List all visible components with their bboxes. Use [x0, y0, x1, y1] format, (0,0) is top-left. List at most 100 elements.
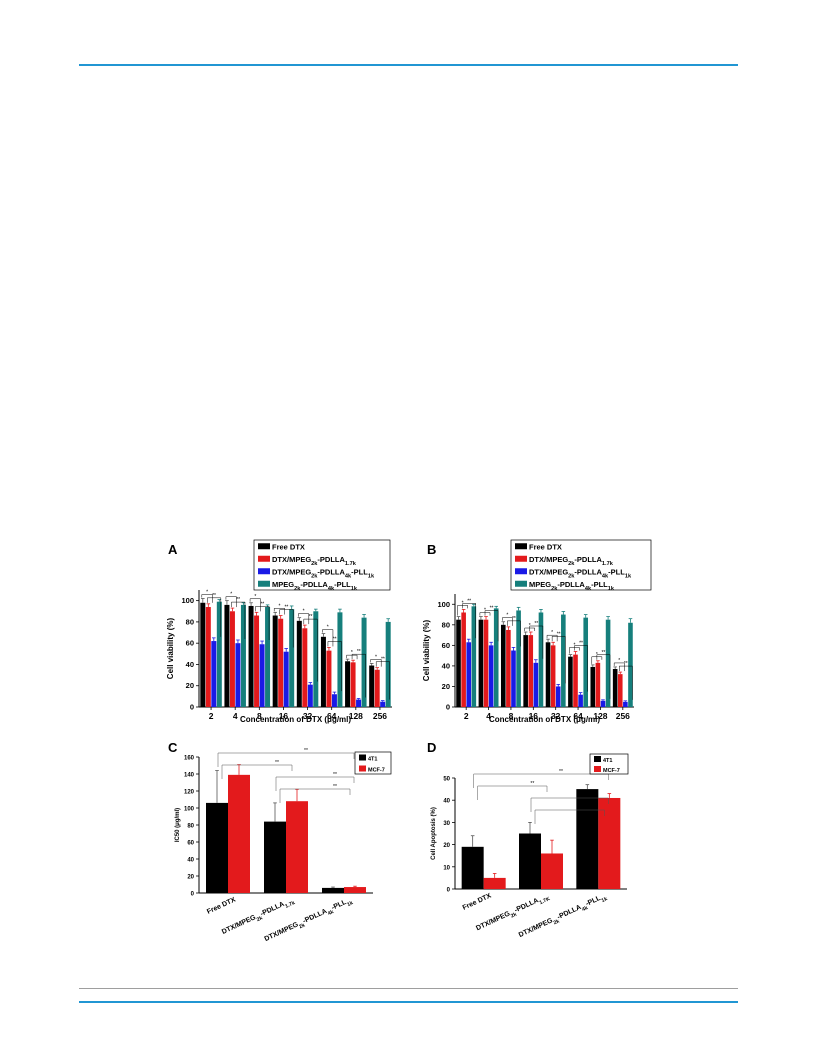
bar: [259, 644, 265, 707]
y-tick-label: 60: [186, 639, 194, 648]
legend-entry: DTX/MPEG2k-PDLLA4k-PLL1k: [529, 567, 632, 579]
bar: [576, 789, 599, 889]
legend-entry: DTX/MPEG2k-PDLLA4k-PLL1k: [272, 567, 375, 579]
significance-bracket: [473, 773, 609, 788]
legend-entry: MCF-7: [603, 768, 620, 774]
x-tick-label: 4: [486, 711, 491, 721]
significance-mark: *: [278, 603, 280, 609]
bar: [590, 666, 596, 707]
bar: [573, 654, 578, 707]
bar: [466, 642, 472, 707]
y-tick-label: 10: [443, 865, 450, 871]
significance-mark: **: [236, 597, 240, 603]
y-tick-label: 0: [190, 703, 194, 712]
bar: [228, 774, 250, 893]
legend-swatch: [359, 765, 366, 772]
y-tick-label: 20: [187, 875, 194, 881]
significance-bracket: [303, 618, 318, 682]
significance-bracket: [322, 629, 334, 647]
y-tick-label: 40: [442, 661, 450, 670]
bar: [320, 636, 326, 707]
bar: [511, 650, 516, 707]
significance-bracket: [279, 609, 294, 648]
significance-mark: **: [381, 657, 385, 663]
significance-bracket: [370, 659, 382, 667]
bar: [344, 887, 366, 893]
legend-entry: DTX/MPEG2k-PDLLA1.7k: [529, 555, 614, 567]
significance-bracket: [619, 665, 633, 700]
bar: [528, 635, 534, 707]
bar: [211, 641, 217, 707]
significance-bracket: [507, 620, 521, 647]
x-tick-label: 128: [349, 711, 363, 721]
chart-panel-b: B 0 20 40 60 80 100 Cell viability (%) 2 4 8 16 32 64…: [422, 539, 652, 724]
bar: [216, 601, 222, 707]
significance-mark: *: [327, 625, 329, 631]
bar: [200, 602, 206, 707]
y-tick-label: 120: [184, 790, 195, 796]
bar: [369, 665, 375, 707]
significance-mark: **: [559, 769, 563, 775]
bar: [541, 853, 563, 889]
panel-letter: D: [427, 740, 436, 755]
x-tick-label: 16: [279, 711, 289, 721]
x-tick-label: 2: [209, 711, 214, 721]
x-tick-label: 32: [551, 711, 561, 721]
significance-mark: **: [309, 614, 313, 620]
significance-bracket: [534, 809, 605, 824]
y-tick-label: 0: [446, 703, 450, 712]
y-tick-label: 0: [191, 892, 195, 898]
significance-mark: **: [357, 649, 361, 655]
bar: [240, 604, 246, 707]
legend-entry: Free DTX: [529, 542, 562, 551]
legend: 4T1 MCF-7: [354, 751, 392, 775]
significance-bracket: [484, 610, 499, 642]
significance-bracket: [574, 645, 588, 692]
significance-bracket: [327, 641, 342, 692]
y-axis-label: Cell viability (%): [166, 617, 175, 679]
bar: [380, 701, 386, 707]
significance-bracket: [207, 597, 222, 637]
legend-entry: MPEG2k-PDLLA4k-PLL1k: [529, 580, 615, 592]
x-tick-label: Free DTX: [206, 896, 237, 915]
legend-swatch: [515, 580, 527, 587]
legend-swatch: [258, 555, 270, 562]
bar: [506, 629, 511, 707]
legend-box: [253, 539, 391, 591]
y-tick-label: 40: [443, 799, 450, 805]
significance-bracket: [255, 606, 270, 641]
panel-letter: B: [427, 542, 436, 557]
y-axis-label: Cell Apoptosis (%): [431, 807, 437, 860]
significance-mark: *: [589, 805, 591, 811]
bar: [555, 686, 561, 707]
bar: [500, 624, 506, 707]
bar: [302, 628, 308, 707]
bar: [617, 674, 623, 707]
bar: [595, 662, 601, 707]
significance-mark: *: [589, 793, 591, 799]
significance-bracket: [529, 625, 544, 659]
bar: [254, 615, 260, 707]
significance-mark: **: [467, 598, 471, 604]
bar: [456, 619, 461, 707]
significance-bracket: [613, 662, 625, 672]
y-tick-label: 50: [443, 777, 450, 783]
significance-bracket: [279, 788, 351, 803]
bar: [550, 645, 556, 707]
y-tick-label: 20: [443, 843, 450, 849]
bar: [283, 651, 289, 707]
bar: [322, 887, 344, 893]
legend: Free DTX DTX/MPEG2k-PDLLA1.7kDTX/MPEG2k-P…: [253, 539, 391, 592]
significance-mark: *: [375, 654, 377, 660]
significance-mark: **: [557, 631, 561, 637]
bar: [326, 650, 332, 707]
significance-bracket: [502, 617, 513, 626]
legend-entry: Free DTX: [272, 542, 305, 551]
legend-swatch: [258, 580, 270, 587]
significance-mark: *: [551, 630, 553, 636]
significance-bracket: [217, 752, 355, 767]
significance-mark: *: [254, 594, 256, 600]
header-rule: [79, 64, 738, 66]
bar: [488, 645, 494, 707]
significance-bracket: [249, 598, 261, 612]
